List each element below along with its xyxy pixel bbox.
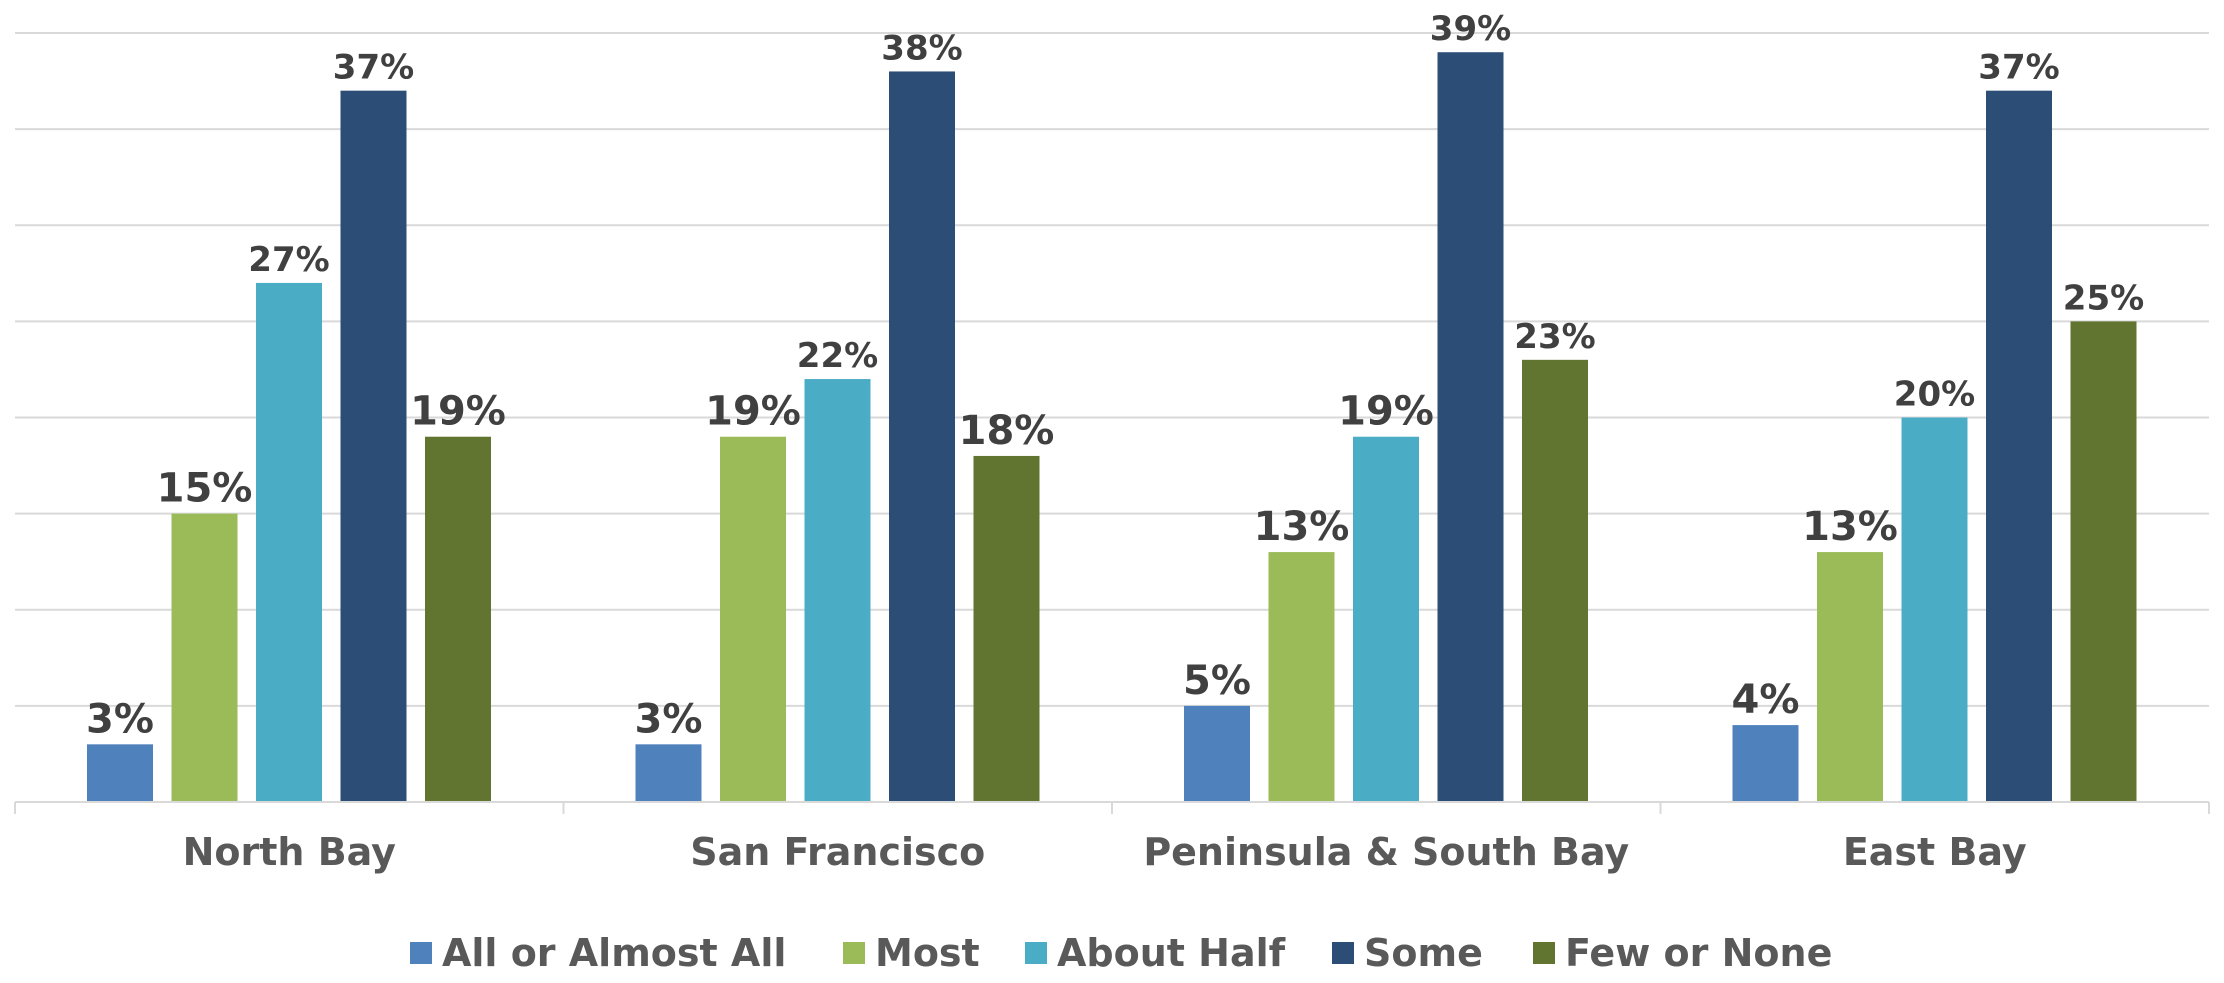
data-label: 37% bbox=[333, 48, 414, 88]
legend: All or Almost All Most About Half Some Few o… bbox=[410, 931, 1832, 975]
data-label: 22% bbox=[797, 336, 878, 376]
bar bbox=[720, 436, 786, 802]
data-label: 19% bbox=[1338, 389, 1434, 435]
data-label: 13% bbox=[1802, 504, 1898, 550]
legend-swatch bbox=[1025, 942, 1047, 964]
bar bbox=[340, 90, 407, 803]
data-label: 13% bbox=[1254, 504, 1350, 550]
legend-label: Most bbox=[875, 931, 980, 975]
legend-swatch bbox=[1533, 942, 1555, 964]
data-label: 15% bbox=[157, 466, 253, 512]
data-label: 38% bbox=[881, 28, 962, 68]
legend-swatch bbox=[1332, 942, 1354, 964]
x-tick-label: East Bay bbox=[1843, 830, 2027, 874]
legend-label: About Half bbox=[1057, 931, 1286, 975]
bar bbox=[635, 744, 702, 802]
bar bbox=[973, 455, 1040, 802]
bar bbox=[1986, 90, 2052, 803]
bar bbox=[425, 436, 491, 802]
bar bbox=[171, 513, 238, 802]
data-label: 25% bbox=[2063, 278, 2144, 318]
x-axis: North Bay San Francisco Peninsula & South … bbox=[14, 801, 2210, 874]
bar bbox=[804, 379, 871, 802]
data-label: 4% bbox=[1732, 677, 1800, 723]
legend-label: Few or None bbox=[1565, 931, 1832, 975]
legend-label: All or Almost All bbox=[442, 931, 786, 975]
bar bbox=[256, 282, 322, 802]
x-tick-label: Peninsula & South Bay bbox=[1143, 830, 1629, 874]
bar bbox=[889, 71, 955, 802]
data-label: 39% bbox=[1430, 9, 1511, 49]
data-label: 23% bbox=[1514, 317, 1595, 357]
data-label: 19% bbox=[410, 389, 506, 435]
bar bbox=[2070, 321, 2137, 802]
legend-swatch bbox=[843, 942, 865, 964]
legend-label: Some bbox=[1364, 931, 1483, 975]
data-label: 19% bbox=[705, 389, 801, 435]
x-tick-label: North Bay bbox=[183, 830, 397, 874]
bar bbox=[1522, 359, 1588, 802]
data-label: 18% bbox=[959, 408, 1055, 454]
bar bbox=[87, 744, 153, 802]
bar bbox=[1732, 725, 1799, 802]
bar bbox=[1817, 552, 1883, 802]
bar bbox=[1901, 417, 1968, 802]
bars bbox=[87, 52, 2137, 803]
data-label: 3% bbox=[635, 696, 703, 742]
bar bbox=[1184, 705, 1250, 802]
x-tick-label: San Francisco bbox=[690, 830, 985, 874]
data-label: 20% bbox=[1894, 375, 1975, 415]
data-labels: 3% 15% 27% 37% 19% 3% 19% 22% 38% 18% 5% 13% 19% 39% 2… bbox=[86, 9, 2144, 742]
data-label: 37% bbox=[1978, 48, 2059, 88]
bar bbox=[1437, 52, 1504, 803]
legend-swatch bbox=[410, 942, 432, 964]
bar bbox=[1268, 552, 1335, 802]
bar bbox=[1353, 436, 1419, 802]
data-label: 3% bbox=[86, 696, 154, 742]
data-label: 27% bbox=[248, 240, 329, 280]
data-label: 5% bbox=[1183, 658, 1251, 704]
